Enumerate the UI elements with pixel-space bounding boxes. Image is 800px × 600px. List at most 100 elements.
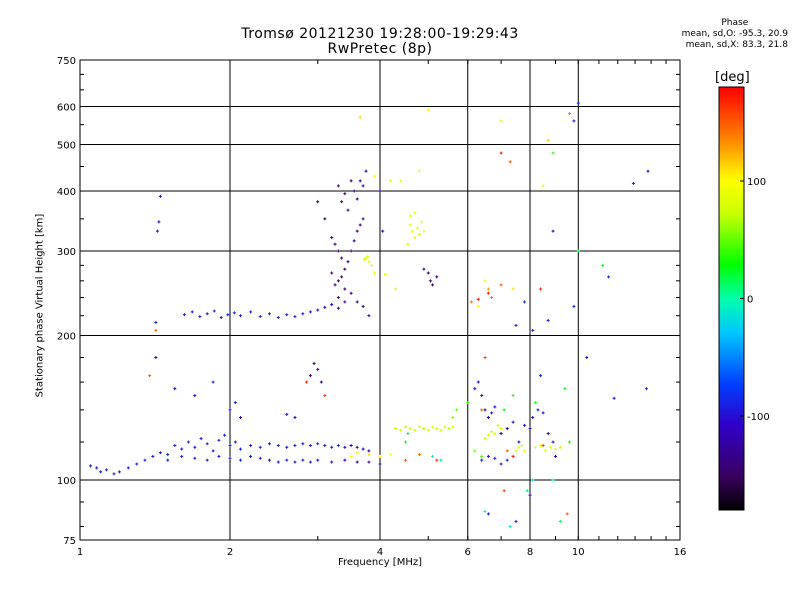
phase-stats-title: Phase xyxy=(721,18,749,28)
data-point xyxy=(517,440,521,444)
data-point xyxy=(336,306,340,310)
data-point xyxy=(358,179,362,183)
data-point xyxy=(355,451,359,455)
data-point xyxy=(476,297,480,301)
data-point xyxy=(89,464,93,468)
data-point xyxy=(117,470,121,474)
data-point xyxy=(508,160,512,164)
data-point xyxy=(358,115,362,119)
data-point xyxy=(553,447,557,451)
data-point xyxy=(511,454,515,458)
data-point xyxy=(346,260,350,264)
data-point xyxy=(389,179,393,183)
data-point xyxy=(373,174,377,178)
data-point xyxy=(323,394,327,398)
data-point xyxy=(541,444,545,448)
data-point xyxy=(451,415,455,419)
data-point xyxy=(355,300,359,304)
data-point xyxy=(323,444,327,448)
data-point xyxy=(249,310,253,314)
data-point xyxy=(443,425,447,429)
data-point xyxy=(239,447,243,451)
data-point xyxy=(422,267,426,271)
y-tick-label: 200 xyxy=(57,332,76,343)
data-point xyxy=(408,223,412,227)
data-point xyxy=(362,258,366,262)
data-point xyxy=(490,411,494,415)
data-point xyxy=(228,408,232,412)
data-point xyxy=(480,458,484,462)
data-point xyxy=(333,283,337,287)
data-point xyxy=(572,119,576,123)
data-point xyxy=(143,458,147,462)
data-point xyxy=(413,236,417,240)
data-point xyxy=(249,454,253,458)
data-point xyxy=(451,425,455,429)
data-point xyxy=(301,442,305,446)
data-point xyxy=(499,283,503,287)
data-point xyxy=(551,440,555,444)
data-point xyxy=(528,427,532,431)
data-point xyxy=(607,275,611,279)
data-point xyxy=(205,312,209,316)
data-point xyxy=(473,387,477,391)
data-point xyxy=(476,380,480,384)
data-point xyxy=(486,454,490,458)
data-point xyxy=(336,444,340,448)
data-point xyxy=(352,239,356,243)
data-point xyxy=(193,456,197,460)
data-point xyxy=(408,427,412,431)
data-point xyxy=(403,458,407,462)
data-point xyxy=(228,456,232,460)
y-tick-label: 100 xyxy=(57,476,76,487)
data-point xyxy=(523,423,527,427)
data-point xyxy=(533,445,537,449)
data-point xyxy=(346,208,350,212)
data-point xyxy=(308,444,312,448)
data-point xyxy=(343,287,347,291)
data-point xyxy=(228,444,232,448)
data-point xyxy=(361,447,365,451)
data-point xyxy=(349,454,353,458)
data-point xyxy=(394,287,398,291)
data-point xyxy=(394,427,398,431)
data-point xyxy=(483,279,487,283)
data-point xyxy=(483,509,487,513)
data-point xyxy=(378,454,382,458)
data-point xyxy=(316,458,320,462)
data-point xyxy=(417,232,421,236)
data-point xyxy=(431,425,435,429)
data-point xyxy=(520,444,524,448)
data-point xyxy=(411,229,415,233)
data-point xyxy=(154,328,158,332)
data-point xyxy=(293,315,297,319)
data-point xyxy=(126,466,130,470)
data-point xyxy=(340,200,344,204)
data-point xyxy=(486,287,490,291)
data-points xyxy=(89,101,650,529)
data-point xyxy=(158,194,162,198)
data-point xyxy=(276,460,280,464)
x-tick-label: 2 xyxy=(227,547,233,558)
data-point xyxy=(173,387,177,391)
data-point xyxy=(352,189,356,193)
data-point xyxy=(469,300,473,304)
data-point xyxy=(157,220,161,224)
data-point xyxy=(525,489,529,493)
data-point xyxy=(585,355,589,359)
data-point xyxy=(293,444,297,448)
data-point xyxy=(558,445,562,449)
data-point xyxy=(355,229,359,233)
data-point xyxy=(158,451,162,455)
y-axis-label: Stationary phase Virtual Height [km] xyxy=(34,213,46,398)
data-point xyxy=(349,249,353,253)
x-tick-label: 8 xyxy=(527,547,533,558)
data-point xyxy=(166,453,170,457)
data-point xyxy=(563,387,567,391)
data-point xyxy=(173,444,177,448)
data-point xyxy=(531,328,535,332)
data-point xyxy=(343,267,347,271)
y-tick-label: 500 xyxy=(57,141,76,152)
data-point xyxy=(502,408,506,412)
data-point xyxy=(486,433,490,437)
